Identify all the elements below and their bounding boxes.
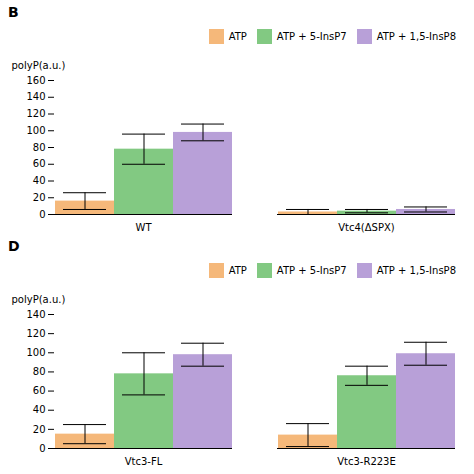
svg-text:140: 140 [26, 309, 45, 320]
svg-text:WT: WT [136, 222, 153, 233]
html-text:D: D [8, 238, 20, 254]
svg-text:Vtc4(ΔSPX): Vtc4(ΔSPX) [338, 222, 395, 233]
svg-text:0: 0 [39, 209, 45, 220]
svg-text:120: 120 [26, 328, 45, 339]
html-text:ATP + 1,5-InsP8: ATP + 1,5-InsP8 [376, 265, 456, 276]
html-text:B: B [8, 4, 19, 20]
svg-text:80: 80 [33, 142, 46, 153]
svg-text:100: 100 [26, 347, 45, 358]
svg-text:Vtc3-R223E: Vtc3-R223E [337, 456, 396, 467]
svg-text:polyP(a.u.): polyP(a.u.) [12, 60, 66, 71]
svg-text:Vtc3-FL: Vtc3-FL [125, 456, 163, 467]
svg-text:100: 100 [26, 125, 45, 136]
svg-text:polyP(a.u.): polyP(a.u.) [12, 294, 66, 305]
svg-text:60: 60 [33, 385, 46, 396]
svg-text:160: 160 [26, 75, 45, 86]
svg-text:20: 20 [33, 424, 46, 435]
html-text:ATP: ATP [228, 265, 247, 276]
svg-text:120: 120 [26, 108, 45, 119]
html-text:ATP: ATP [228, 31, 247, 42]
html-text:ATP + 5-InsP7: ATP + 5-InsP7 [276, 265, 347, 276]
svg-text:0: 0 [39, 443, 45, 454]
svg-text:140: 140 [26, 91, 45, 102]
html-text:ATP + 1,5-InsP8: ATP + 1,5-InsP8 [376, 31, 456, 42]
svg-text:20: 20 [33, 192, 46, 203]
html-text:ATP + 5-InsP7: ATP + 5-InsP7 [276, 31, 347, 42]
svg-text:60: 60 [33, 158, 46, 169]
svg-text:40: 40 [33, 404, 46, 415]
svg-text:40: 40 [33, 175, 46, 186]
svg-text:80: 80 [33, 366, 46, 377]
